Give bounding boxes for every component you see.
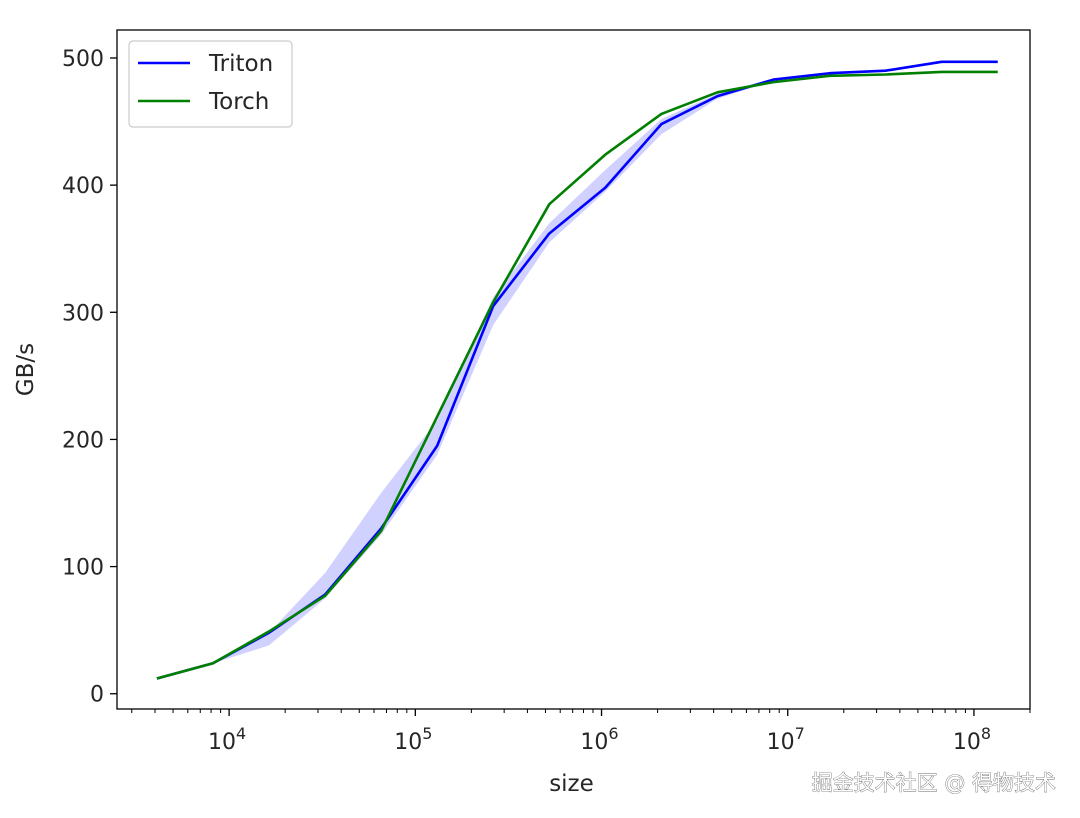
legend: Triton Torch xyxy=(128,40,293,128)
y-tick-label: 500 xyxy=(62,47,104,72)
x-axis-label: size xyxy=(549,771,594,797)
y-axis-label: GB/s xyxy=(13,343,39,396)
series-line-torch xyxy=(156,70,998,680)
watermark: 掘金技术社区 @ 得物技术 xyxy=(812,771,1056,795)
x-tick-label: 105 xyxy=(394,724,432,755)
y-axis-ticks: 0 100 200 300 400 500 xyxy=(62,47,117,708)
y-tick-label: 100 xyxy=(62,556,104,581)
confidence-bands xyxy=(156,60,998,679)
plot-frame xyxy=(116,29,1031,710)
x-tick-label: 106 xyxy=(580,724,618,755)
x-tick-label: 108 xyxy=(953,724,991,755)
x-axis-minor-ticks xyxy=(131,709,1031,713)
band-torch xyxy=(156,71,998,679)
y-tick-label: 200 xyxy=(62,428,104,453)
band-triton xyxy=(156,60,998,679)
x-tick-label: 107 xyxy=(767,724,805,755)
y-tick-label: 300 xyxy=(62,301,104,326)
series-lines xyxy=(156,60,998,680)
y-tick-label: 0 xyxy=(90,683,104,708)
x-axis-ticks: 104 105 106 107 108 xyxy=(208,709,991,755)
series-line-triton xyxy=(156,60,998,680)
legend-label-triton: Triton xyxy=(208,51,273,77)
legend-label-torch: Torch xyxy=(208,89,269,115)
x-tick-label: 104 xyxy=(208,724,246,755)
y-tick-label: 400 xyxy=(62,174,104,199)
